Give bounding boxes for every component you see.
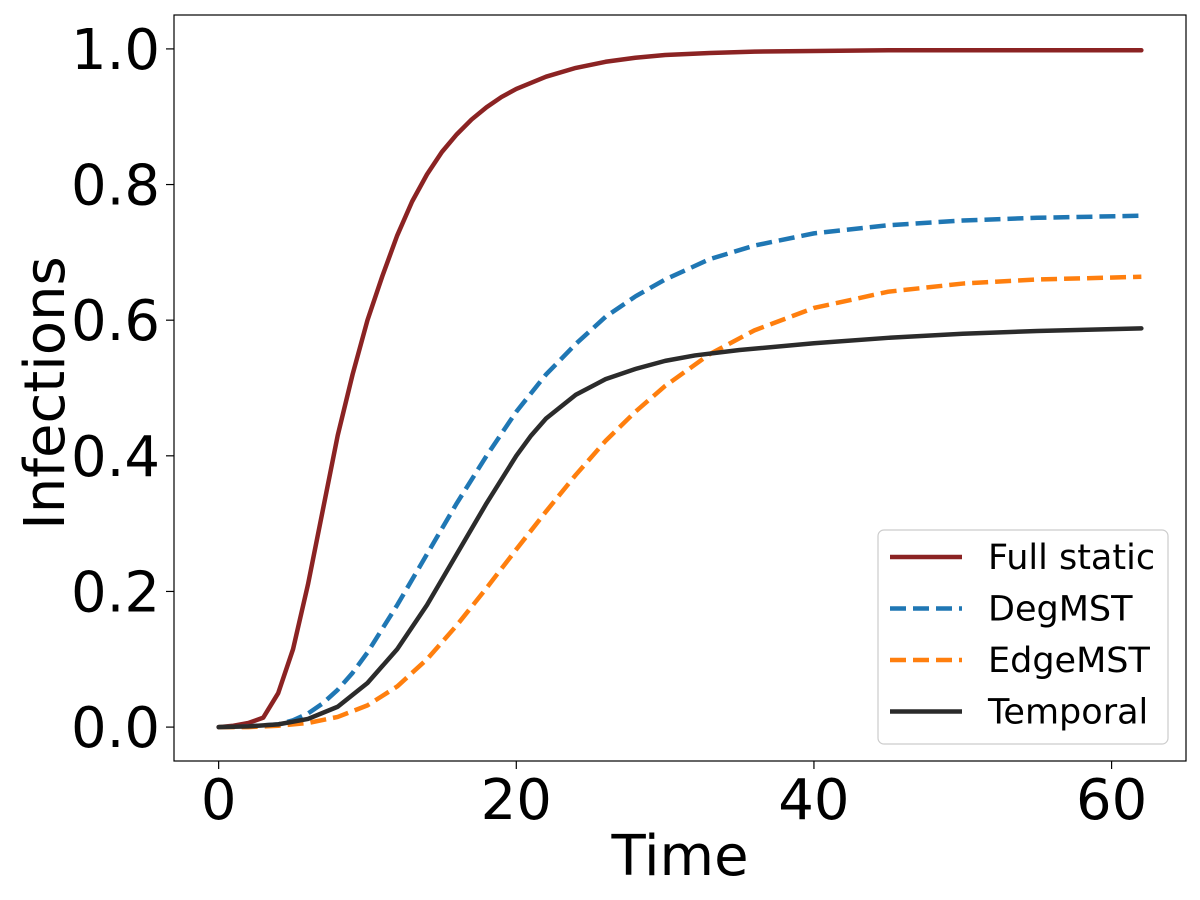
y-tick-label: 0.8 [71,154,160,219]
legend: Full static DegMST EdgeMST Temporal [877,529,1169,745]
plot-frame [173,14,1187,762]
legend-label: Temporal [987,693,1148,733]
legend-label: Full static [988,538,1155,578]
x-axis-ticks: 0 20 40 60 [201,761,1147,833]
series-line-edgemst [218,274,1142,730]
legend-label: EdgeMST [988,641,1150,681]
x-tick-label: 40 [778,768,849,833]
y-tick-label: 1.0 [71,18,160,83]
x-tick-label: 60 [1076,768,1147,833]
x-tick-label: 0 [201,768,237,833]
y-tick-label: 0.6 [71,289,160,354]
series-line-degmst [218,213,1142,730]
plot-area [173,14,1187,762]
series-line-temporal [216,326,1144,730]
y-axis-ticks: 0.0 0.2 0.4 0.6 0.8 1.0 [71,18,174,761]
series-line-full-static [216,48,1144,730]
y-tick-label: 0.0 [71,696,160,761]
y-tick-label: 0.4 [71,425,160,490]
x-tick-label: 20 [481,768,552,833]
y-axis-label: Infections [13,256,78,529]
y-tick-label: 0.2 [71,560,160,625]
legend-box [877,529,1169,745]
series-layer [216,48,1144,730]
legend-label: DegMST [988,590,1133,630]
x-axis-label: Time [610,824,748,889]
